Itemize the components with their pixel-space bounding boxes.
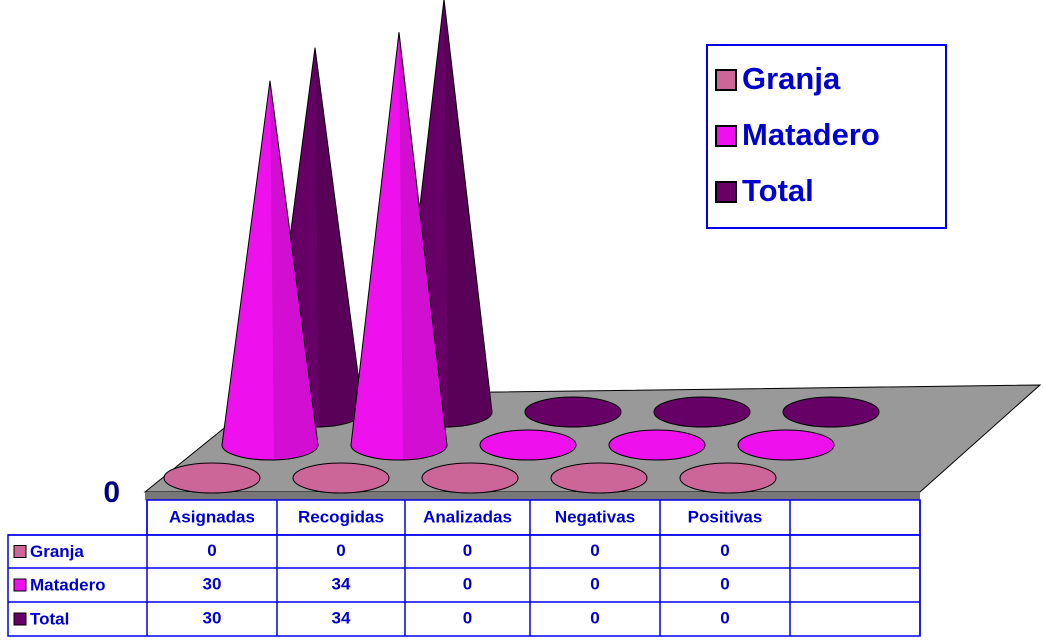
legend-box bbox=[706, 44, 947, 229]
table-row-header: Matadero bbox=[30, 575, 106, 594]
table-cell: 0 bbox=[463, 608, 472, 627]
table-cell: 0 bbox=[720, 608, 729, 627]
table-column-header: Analizadas bbox=[423, 507, 512, 526]
floor-edge bbox=[145, 492, 920, 500]
cone-base bbox=[782, 396, 880, 428]
cone-shade bbox=[399, 32, 447, 460]
table-cell: 0 bbox=[590, 541, 599, 560]
table-legend-key bbox=[13, 612, 27, 626]
cone-base bbox=[653, 396, 751, 428]
table-cell: 0 bbox=[336, 541, 345, 560]
table-cell: 0 bbox=[590, 574, 599, 593]
cone-base bbox=[479, 429, 577, 461]
table-column-header: Recogidas bbox=[298, 507, 384, 526]
table-cell: 0 bbox=[590, 608, 599, 627]
table-row-header: Total bbox=[30, 609, 69, 628]
table-cell: 0 bbox=[720, 541, 729, 560]
cone-base bbox=[163, 462, 261, 494]
table-column-header: Positivas bbox=[688, 507, 763, 526]
table-cell: 0 bbox=[207, 541, 216, 560]
cone-shade bbox=[315, 47, 363, 426]
table-header-row bbox=[146, 499, 921, 536]
table-cell: 30 bbox=[203, 608, 222, 627]
cone-shade bbox=[444, 0, 492, 426]
table-row-header: Granja bbox=[30, 542, 84, 561]
table-legend-key bbox=[13, 545, 27, 558]
cone-base bbox=[737, 429, 835, 461]
table-cell: 0 bbox=[463, 574, 472, 593]
table-cell: 34 bbox=[332, 608, 351, 627]
legend-key bbox=[715, 69, 737, 91]
cone-base bbox=[608, 429, 706, 461]
cone-base bbox=[679, 462, 777, 494]
table-column-header: Asignadas bbox=[169, 507, 255, 526]
table-legend-key bbox=[13, 578, 27, 592]
legend-label: Total bbox=[742, 173, 814, 208]
legend-key bbox=[715, 125, 737, 147]
table-cell: 0 bbox=[463, 541, 472, 560]
cone-base bbox=[421, 462, 519, 494]
table-body bbox=[7, 534, 921, 637]
table-cell: 0 bbox=[720, 574, 729, 593]
cone-base bbox=[292, 462, 390, 494]
cone bbox=[221, 80, 319, 461]
legend-label: Granja bbox=[742, 61, 841, 96]
legend-label: Matadero bbox=[742, 117, 880, 152]
table-cell: 30 bbox=[203, 574, 222, 593]
cone-base bbox=[524, 396, 622, 428]
cone-shade bbox=[270, 80, 318, 459]
legend-key bbox=[715, 181, 737, 203]
table-column-header: Negativas bbox=[555, 507, 635, 526]
cone-base bbox=[550, 462, 648, 494]
y-tick-label: 0 bbox=[103, 476, 120, 509]
table-cell: 34 bbox=[332, 574, 351, 593]
cone bbox=[350, 32, 448, 461]
